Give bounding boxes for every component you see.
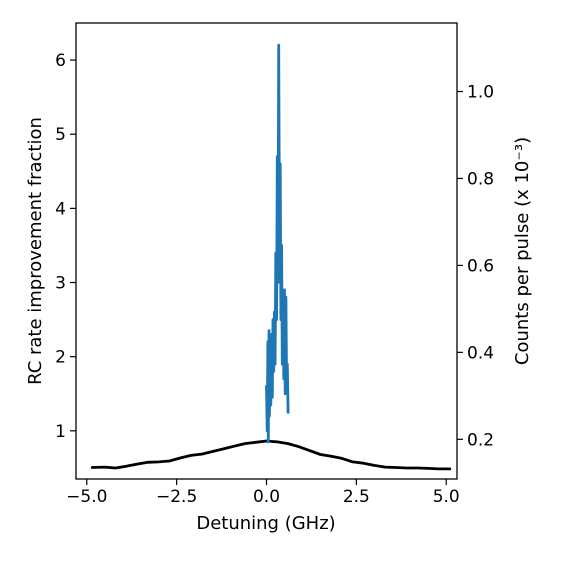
x-tick-label: 5.0: [433, 487, 460, 507]
y-left-tick-label: 6: [55, 51, 66, 71]
x-axis-ticks: −5.0 −2.5 0.0 2.5 5.0: [66, 479, 460, 507]
y-left-tick-label: 5: [55, 125, 66, 145]
y-right-tick-label: 1.0: [467, 83, 494, 103]
series-line-counts-per-pulse: [90, 439, 452, 471]
y-axis-left-title: RC rate improvement fraction: [25, 117, 46, 385]
y-axis-right-title: Counts per pulse (x 10⁻³): [512, 137, 533, 365]
y-right-tick-label: 0.2: [467, 430, 494, 450]
y-right-tick-label: 0.4: [467, 343, 494, 363]
x-tick-label: 2.5: [343, 487, 370, 507]
series-layer: [90, 43, 452, 471]
y-axis-right-ticks: 0.2 0.4 0.6 0.8 1.0: [457, 83, 494, 450]
y-axis-left-ticks: 1 2 3 4 5 6: [55, 51, 76, 442]
x-tick-label: −5.0: [66, 487, 107, 507]
y-left-tick-label: 4: [55, 199, 66, 219]
y-right-tick-label: 0.6: [467, 256, 494, 276]
x-axis-title: Detuning (GHz): [196, 513, 335, 534]
y-left-tick-label: 2: [55, 348, 66, 368]
x-tick-label: −2.5: [156, 487, 197, 507]
series-line-rc-rate: [265, 43, 290, 444]
y-left-tick-label: 1: [55, 422, 66, 442]
plot-frame: [75, 22, 458, 480]
x-tick-label: 0.0: [253, 487, 280, 507]
y-left-tick-label: 3: [55, 274, 66, 294]
y-right-tick-label: 0.8: [467, 169, 494, 189]
